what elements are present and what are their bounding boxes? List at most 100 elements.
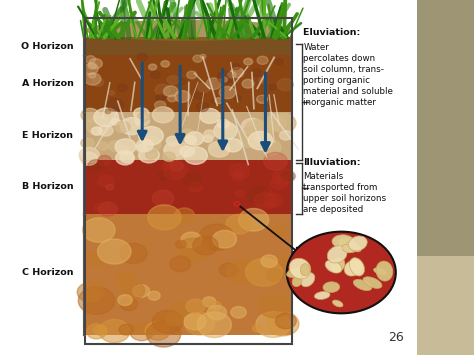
Ellipse shape — [314, 291, 330, 299]
Circle shape — [98, 175, 114, 187]
Ellipse shape — [346, 242, 361, 252]
Ellipse shape — [327, 246, 347, 263]
Circle shape — [282, 171, 295, 181]
Bar — [85, 55, 292, 113]
Circle shape — [280, 131, 292, 140]
Circle shape — [118, 84, 127, 91]
Circle shape — [161, 61, 170, 67]
Circle shape — [85, 56, 96, 63]
Circle shape — [257, 56, 268, 64]
Ellipse shape — [342, 244, 354, 253]
Circle shape — [91, 127, 102, 135]
Circle shape — [266, 115, 287, 130]
Circle shape — [163, 162, 173, 169]
Circle shape — [167, 76, 179, 84]
Circle shape — [261, 140, 281, 155]
Ellipse shape — [376, 261, 393, 281]
Circle shape — [78, 287, 115, 314]
Circle shape — [86, 116, 111, 135]
Ellipse shape — [353, 279, 372, 291]
Circle shape — [267, 312, 299, 336]
Circle shape — [148, 291, 160, 300]
Circle shape — [152, 107, 174, 123]
Ellipse shape — [374, 268, 386, 275]
Bar — [85, 37, 292, 55]
Circle shape — [209, 141, 230, 157]
Circle shape — [248, 131, 273, 150]
Circle shape — [149, 64, 157, 70]
Circle shape — [256, 95, 267, 103]
Circle shape — [231, 306, 246, 318]
Circle shape — [146, 150, 157, 159]
Circle shape — [145, 321, 170, 340]
Circle shape — [99, 202, 117, 216]
Circle shape — [213, 230, 237, 248]
Circle shape — [93, 325, 107, 335]
Circle shape — [98, 155, 111, 166]
Circle shape — [194, 92, 204, 99]
Circle shape — [89, 59, 102, 69]
Circle shape — [119, 324, 133, 335]
Circle shape — [146, 321, 181, 347]
Circle shape — [139, 136, 161, 152]
Circle shape — [166, 136, 180, 146]
Circle shape — [164, 162, 187, 179]
Ellipse shape — [338, 237, 357, 253]
Circle shape — [115, 139, 136, 154]
Circle shape — [185, 136, 197, 144]
Circle shape — [137, 112, 150, 121]
Circle shape — [138, 126, 164, 145]
Circle shape — [164, 86, 178, 97]
Circle shape — [232, 64, 240, 70]
Circle shape — [189, 182, 202, 192]
Circle shape — [82, 218, 115, 242]
Circle shape — [258, 294, 290, 318]
Text: Water
percolates down
soil column, trans-
porting organic
material and solublе
i: Water percolates down soil column, trans… — [303, 43, 393, 107]
Circle shape — [268, 114, 281, 123]
Circle shape — [134, 108, 149, 119]
Bar — [85, 214, 292, 334]
Circle shape — [215, 98, 223, 104]
Circle shape — [98, 239, 131, 264]
Circle shape — [264, 193, 283, 207]
Circle shape — [135, 115, 149, 126]
Circle shape — [157, 315, 177, 329]
Ellipse shape — [301, 264, 310, 276]
Circle shape — [246, 258, 283, 286]
Circle shape — [209, 142, 219, 149]
Circle shape — [120, 153, 134, 163]
Circle shape — [81, 108, 99, 122]
Circle shape — [137, 139, 153, 152]
Circle shape — [81, 138, 94, 148]
Circle shape — [270, 226, 287, 238]
Circle shape — [155, 95, 164, 101]
Ellipse shape — [332, 235, 355, 248]
Circle shape — [106, 184, 114, 190]
Circle shape — [200, 54, 206, 59]
Circle shape — [184, 173, 202, 187]
Circle shape — [152, 190, 174, 206]
Circle shape — [88, 63, 96, 69]
Circle shape — [199, 224, 234, 250]
Text: A Horizon: A Horizon — [22, 78, 73, 88]
Circle shape — [163, 152, 175, 162]
Circle shape — [99, 320, 130, 343]
Circle shape — [94, 204, 103, 211]
Circle shape — [227, 259, 260, 284]
Circle shape — [229, 163, 250, 179]
Circle shape — [202, 297, 216, 307]
Text: C Horizon: C Horizon — [22, 268, 73, 277]
Circle shape — [139, 147, 159, 163]
Circle shape — [171, 302, 191, 317]
Ellipse shape — [332, 300, 343, 307]
Circle shape — [264, 190, 272, 196]
Circle shape — [118, 295, 132, 306]
Circle shape — [259, 96, 264, 100]
Circle shape — [88, 160, 104, 172]
Circle shape — [230, 67, 244, 78]
Circle shape — [214, 122, 237, 140]
Circle shape — [107, 99, 124, 111]
Ellipse shape — [323, 282, 340, 293]
Circle shape — [130, 323, 154, 341]
Ellipse shape — [349, 258, 365, 276]
